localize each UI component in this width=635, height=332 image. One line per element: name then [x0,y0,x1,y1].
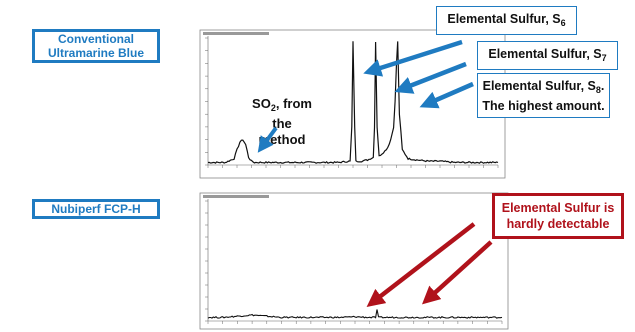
callout-sulfur-s7: Elemental Sulfur, S7 [477,41,618,70]
so2-suffix: , from the [272,96,312,131]
sample-label-line1: Conventional [57,32,134,46]
plot-frame [199,192,509,330]
callout-line2: The highest amount. [482,98,605,113]
callout-text: Elemental Sulfur, S [488,46,602,61]
chromatogram-nubiperf [199,192,509,330]
so2-subscript: 2 [270,103,276,113]
so2-prefix: SO [252,96,271,111]
tick-marks [205,37,499,168]
plot-header-strip [203,195,269,198]
callout-text: Elemental Sulfur, S [482,78,596,93]
callout-hardly-detectable: Elemental Sulfur is hardly detectable [492,193,624,239]
callout-sulfur-s6: Elemental Sulfur, S6 [436,6,577,35]
callout-subscript: 7 [601,52,607,63]
callout-subscript: 8 [595,84,601,95]
red-callout-line2: hardly detectable [506,217,610,231]
trace-line [207,309,503,319]
sample-label-line2: Ultramarine Blue [47,46,145,60]
callout-period: . [600,78,605,93]
sample-label-nubiperf: Nubiperf FCP-H [32,199,160,219]
callout-subscript: 6 [560,17,566,28]
trace-line [207,41,499,164]
tick-marks [205,200,503,324]
plot-header-strip [203,32,269,35]
red-callout-line1: Elemental Sulfur is [501,201,615,215]
sample-label-text: Nubiperf FCP-H [51,202,141,216]
so2-line2: method [258,132,306,147]
so2-annotation: SO2, from the method [246,96,318,148]
sample-label-conventional: Conventional Ultramarine Blue [32,29,160,63]
callout-sulfur-s8: Elemental Sulfur, S8. The highest amount… [477,73,610,118]
callout-text: Elemental Sulfur, S [447,11,561,26]
